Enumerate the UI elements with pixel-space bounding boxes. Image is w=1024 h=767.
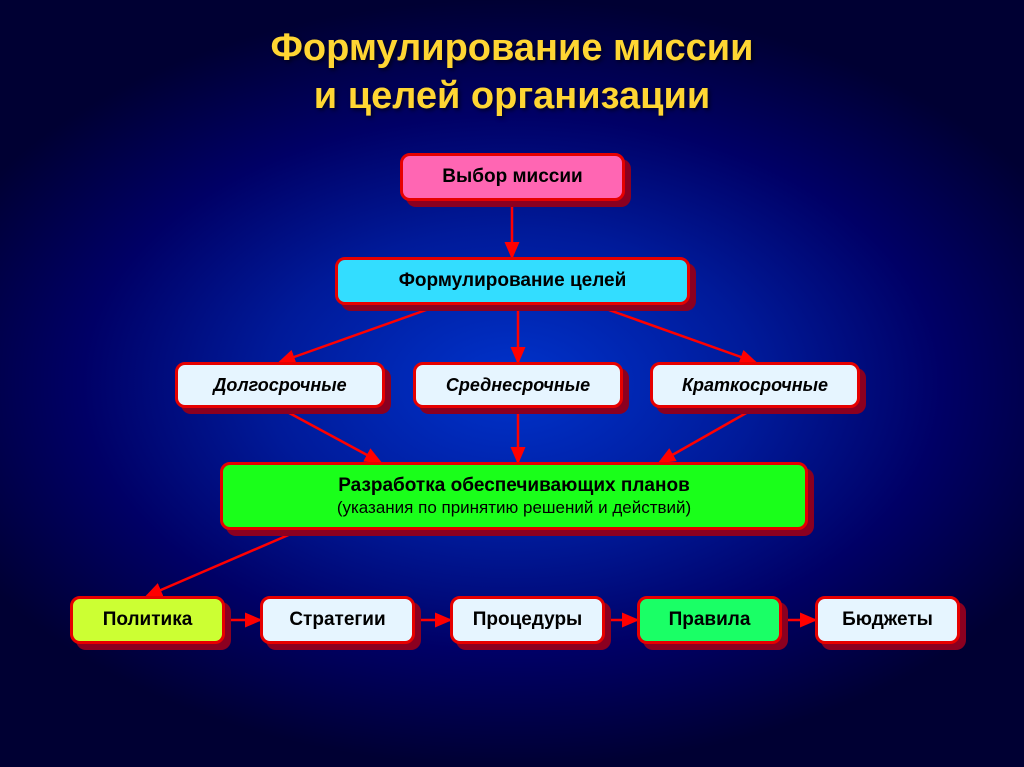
node-budget: Бюджеты <box>815 596 960 644</box>
node-label-long: Долгосрочные <box>213 374 346 397</box>
node-rules: Правила <box>637 596 782 644</box>
node-goals: Формулирование целей <box>335 257 690 305</box>
node-long: Долгосрочные <box>175 362 385 408</box>
node-label-policy: Политика <box>103 608 193 632</box>
node-policy: Политика <box>70 596 225 644</box>
node-label-sub-plans: (указания по принятию решений и действий… <box>337 497 691 518</box>
node-procedures: Процедуры <box>450 596 605 644</box>
page-title: Формулирование миссии и целей организаци… <box>0 25 1024 120</box>
title-line2: и целей организации <box>314 75 710 117</box>
node-label-procedures: Процедуры <box>473 608 583 632</box>
node-label-budget: Бюджеты <box>842 608 933 632</box>
title-line1: Формулирование миссии <box>271 27 754 69</box>
node-strategy: Стратегии <box>260 596 415 644</box>
node-label-short: Краткосрочные <box>682 374 828 397</box>
node-label-strategy: Стратегии <box>289 608 385 632</box>
node-mission: Выбор миссии <box>400 153 625 201</box>
node-label-mission: Выбор миссии <box>442 165 582 189</box>
node-plans: Разработка обеспечивающих планов(указани… <box>220 462 808 530</box>
node-mid: Среднесрочные <box>413 362 623 408</box>
node-label-main-plans: Разработка обеспечивающих планов <box>338 475 690 496</box>
node-label-rules: Правила <box>669 608 751 632</box>
node-short: Краткосрочные <box>650 362 860 408</box>
node-label-mid: Среднесрочные <box>446 374 590 397</box>
node-label-goals: Формулирование целей <box>399 269 627 293</box>
